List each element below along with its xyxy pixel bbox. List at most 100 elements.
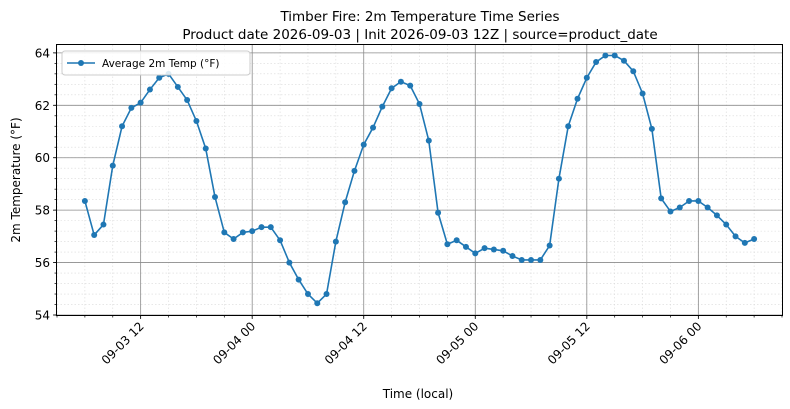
y-tick-label: 60 xyxy=(35,151,50,165)
data-point xyxy=(407,82,414,89)
data-point xyxy=(555,175,562,182)
data-point xyxy=(119,123,126,130)
data-point xyxy=(639,90,646,97)
data-point xyxy=(453,237,460,244)
data-point xyxy=(137,99,144,106)
data-point xyxy=(620,57,627,64)
x-tick-label: 09-04 12 xyxy=(322,319,370,367)
data-point xyxy=(388,85,395,92)
data-point xyxy=(174,83,181,90)
legend-series-marker xyxy=(78,60,84,66)
data-point xyxy=(351,167,358,174)
major-grid xyxy=(57,45,782,316)
data-point xyxy=(304,291,311,298)
data-point xyxy=(695,197,702,204)
x-tick-label: 09-06 00 xyxy=(656,319,704,367)
x-axis-label: Time (local) xyxy=(382,387,454,401)
data-point xyxy=(583,74,590,81)
data-point xyxy=(509,253,516,260)
data-point xyxy=(109,162,116,169)
data-point xyxy=(537,256,544,263)
data-point xyxy=(490,246,497,253)
data-point xyxy=(676,204,683,211)
data-point xyxy=(146,86,153,93)
data-point xyxy=(128,104,135,111)
data-point xyxy=(91,232,98,239)
x-tick-label: 09-05 00 xyxy=(433,319,481,367)
legend-box xyxy=(61,50,251,76)
data-point xyxy=(574,95,581,102)
data-point xyxy=(741,239,748,246)
data-point xyxy=(370,124,377,131)
data-point xyxy=(435,209,442,216)
data-point xyxy=(648,125,655,132)
data-point xyxy=(425,137,432,144)
x-axis: 09-03 12 09-04 00 09-04 12 09-05 00 09-05 12… xyxy=(56,315,783,367)
y-tick-label: 58 xyxy=(35,204,50,218)
data-point xyxy=(751,235,758,242)
data-point xyxy=(658,195,665,202)
chart-title: Timber Fire: 2m Temperature Time Series xyxy=(279,9,559,25)
data-point xyxy=(332,238,339,245)
data-point xyxy=(249,228,256,235)
y-tick-label: 54 xyxy=(35,309,50,323)
data-point xyxy=(528,256,535,263)
data-point xyxy=(379,103,386,110)
data-point xyxy=(267,224,274,231)
data-point xyxy=(314,300,321,307)
data-point xyxy=(723,221,730,228)
data-point xyxy=(193,118,200,125)
data-point xyxy=(230,235,237,242)
data-point xyxy=(323,291,330,298)
series-layer xyxy=(81,52,758,307)
data-point xyxy=(667,208,674,215)
y-tick-label: 62 xyxy=(35,99,50,113)
data-point xyxy=(239,229,246,236)
data-point xyxy=(342,199,349,206)
data-point xyxy=(518,256,525,263)
y-axis: 54 56 58 60 62 64 xyxy=(35,46,57,323)
chart-subtitle: Product date 2026-09-03 | Init 2026-09-0… xyxy=(182,27,657,43)
legend-series-label: Average 2m Temp (°F) xyxy=(102,58,220,70)
data-point xyxy=(546,242,553,249)
data-point xyxy=(713,212,720,219)
data-point xyxy=(732,233,739,240)
data-point xyxy=(444,241,451,248)
y-tick-label: 56 xyxy=(35,256,50,270)
legend: Average 2m Temp (°F) xyxy=(61,50,251,76)
data-point xyxy=(472,250,479,257)
x-tick-label: 09-05 12 xyxy=(545,319,593,367)
data-point xyxy=(286,259,293,266)
data-point xyxy=(221,229,228,236)
data-point xyxy=(360,141,367,148)
data-point xyxy=(295,276,302,283)
minor-grid xyxy=(56,45,783,316)
data-point xyxy=(100,221,107,228)
data-point xyxy=(202,145,209,152)
data-point xyxy=(81,197,88,204)
x-tick-label: 09-03 12 xyxy=(99,319,147,367)
data-point xyxy=(593,59,600,66)
data-point xyxy=(500,247,507,254)
data-point xyxy=(481,245,488,252)
data-point xyxy=(462,243,469,250)
data-point xyxy=(602,52,609,59)
plot-frame xyxy=(56,44,783,316)
data-point xyxy=(630,68,637,75)
data-point xyxy=(156,74,163,81)
y-tick-label: 64 xyxy=(35,46,50,60)
data-point xyxy=(397,78,404,85)
y-axis-label: 2m Temperature (°F) xyxy=(9,117,23,242)
data-point xyxy=(704,204,711,211)
data-point xyxy=(565,123,572,130)
data-point xyxy=(277,237,284,244)
data-point xyxy=(611,52,618,59)
x-tick-label: 09-04 00 xyxy=(210,319,258,367)
data-point xyxy=(184,97,191,104)
data-point xyxy=(416,100,423,107)
data-point xyxy=(212,194,219,201)
data-point xyxy=(258,224,265,231)
data-point xyxy=(686,197,693,204)
